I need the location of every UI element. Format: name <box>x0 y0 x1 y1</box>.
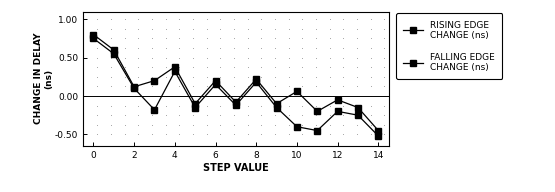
Line: RISING EDGE
CHANGE (ns): RISING EDGE CHANGE (ns) <box>90 31 381 134</box>
RISING EDGE
CHANGE (ns) <box>355 106 361 109</box>
FALLING EDGE
CHANGE (ns) <box>233 104 239 106</box>
FALLING EDGE
CHANGE (ns) <box>294 126 300 128</box>
RISING EDGE
CHANGE (ns) <box>151 79 158 82</box>
FALLING EDGE
CHANGE (ns) <box>355 114 361 116</box>
FALLING EDGE
CHANGE (ns) <box>334 110 341 113</box>
RISING EDGE
CHANGE (ns) <box>192 103 199 105</box>
RISING EDGE
CHANGE (ns) <box>131 86 138 88</box>
FALLING EDGE
CHANGE (ns) <box>314 129 321 132</box>
RISING EDGE
CHANGE (ns) <box>334 99 341 101</box>
X-axis label: STEP VALUE: STEP VALUE <box>203 163 269 173</box>
RISING EDGE
CHANGE (ns) <box>212 79 219 82</box>
RISING EDGE
CHANGE (ns) <box>90 33 97 36</box>
RISING EDGE
CHANGE (ns) <box>375 129 382 132</box>
FALLING EDGE
CHANGE (ns) <box>212 83 219 86</box>
Y-axis label: CHANGE IN DELAY
(ns): CHANGE IN DELAY (ns) <box>34 33 54 124</box>
FALLING EDGE
CHANGE (ns) <box>273 106 280 109</box>
FALLING EDGE
CHANGE (ns) <box>192 106 199 109</box>
RISING EDGE
CHANGE (ns) <box>171 66 178 68</box>
RISING EDGE
CHANGE (ns) <box>314 110 321 113</box>
FALLING EDGE
CHANGE (ns) <box>90 37 97 40</box>
FALLING EDGE
CHANGE (ns) <box>110 53 117 55</box>
FALLING EDGE
CHANGE (ns) <box>253 81 260 83</box>
RISING EDGE
CHANGE (ns) <box>253 78 260 80</box>
RISING EDGE
CHANGE (ns) <box>294 90 300 93</box>
FALLING EDGE
CHANGE (ns) <box>375 135 382 137</box>
RISING EDGE
CHANGE (ns) <box>110 49 117 51</box>
Line: FALLING EDGE
CHANGE (ns): FALLING EDGE CHANGE (ns) <box>90 35 381 139</box>
RISING EDGE
CHANGE (ns) <box>273 103 280 105</box>
Legend: RISING EDGE
CHANGE (ns), FALLING EDGE
CHANGE (ns): RISING EDGE CHANGE (ns), FALLING EDGE CH… <box>396 13 502 79</box>
RISING EDGE
CHANGE (ns) <box>233 101 239 103</box>
FALLING EDGE
CHANGE (ns) <box>131 87 138 89</box>
FALLING EDGE
CHANGE (ns) <box>171 70 178 73</box>
FALLING EDGE
CHANGE (ns) <box>151 109 158 111</box>
